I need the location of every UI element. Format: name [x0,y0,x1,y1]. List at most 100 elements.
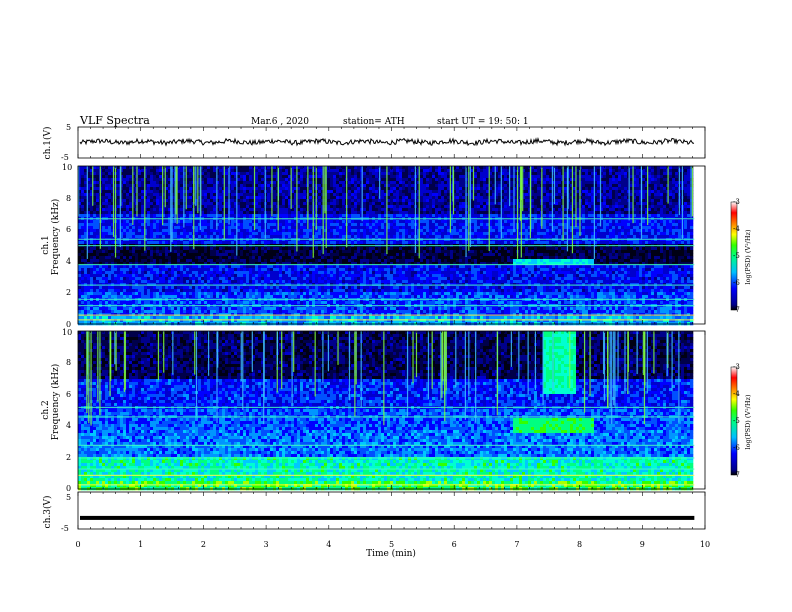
spectrogram-cell [204,235,208,239]
spectrogram-cell [630,202,634,206]
spectrogram-cell [453,175,457,179]
spectrogram-cell [381,196,385,200]
spectrogram-cell [297,232,301,236]
spectrogram-cell [348,184,352,188]
spectrogram-cell [438,226,442,230]
spectrogram-cell [429,199,433,203]
spectrogram-cell [225,175,229,179]
spectrogram-cell [111,178,115,182]
spectrogram-cell [123,172,127,176]
spectrogram-cell [642,223,646,227]
spectrogram-cell [459,202,463,206]
spectrogram-cell [180,187,184,191]
spectrogram-cell [294,166,298,170]
spectrogram-cell [294,205,298,209]
spectrogram-cell [300,193,304,197]
spectrogram-cell [468,208,472,212]
spectrogram-cell [453,184,457,188]
spectrogram-cell [78,220,82,224]
spectrogram-cell [459,226,463,230]
spectrogram-cell [606,175,610,179]
spectrogram-cell [669,214,673,218]
spectrogram-cell [300,229,304,233]
spectrogram-cell [108,208,112,212]
spectrogram-cell [195,169,199,173]
spectrogram-cell [252,208,256,212]
spectrogram-cell [375,184,379,188]
spectrogram-cell [78,187,82,191]
spectrogram-cell [639,193,643,197]
spectrogram-cell [462,235,466,239]
spectrogram-cell [336,226,340,230]
spectrogram-cell [357,223,361,227]
spectrogram-cell [459,193,463,197]
spectrogram-cell [672,193,676,197]
spectrogram-cell [111,172,115,176]
spectrogram-cell [477,193,481,197]
spectrogram-cell [585,190,589,194]
spectrogram-cell [552,220,556,224]
spectrogram-cell [225,235,229,239]
spectrogram-cell [408,172,412,176]
spectrogram-cell [591,196,595,200]
spectrogram-cell [534,214,538,218]
spectrogram-cell [525,232,529,236]
spectrogram-cell [132,166,136,170]
spectrogram-cell [534,196,538,200]
spectrogram-cell [219,187,223,191]
spectrogram-cell [393,205,397,209]
spectrogram-cell [471,211,475,215]
spectrogram-cell [354,235,358,239]
spectrogram-cell [648,214,652,218]
spectrogram-cell [603,178,607,182]
spectrogram-cell [423,226,427,230]
spectrogram-cell [609,214,613,218]
spectrogram-cell [387,205,391,209]
spectrogram-cell [309,220,313,224]
spectrogram-cell [663,169,667,173]
spectrogram-cell [567,220,571,224]
spectrogram-cell [483,223,487,227]
spectrogram-cell [78,166,82,170]
spectrogram-cell [198,223,202,227]
spectrogram-cell [504,220,508,224]
spectrogram-cell [669,169,673,173]
spectrogram-cell [288,175,292,179]
spectrogram-cell [378,211,382,215]
spectrogram-cell [570,190,574,194]
spectrogram-cell [438,220,442,224]
spectrogram-cell [462,181,466,185]
spectrogram-cell [411,232,415,236]
spectrogram-cell [237,214,241,218]
spectrogram-cell [210,190,214,194]
spectrogram-cell [411,169,415,173]
spectrogram-cell [408,178,412,182]
spectrogram-cell [555,190,559,194]
spectrogram-cell [474,196,478,200]
spectrogram-cell [123,169,127,173]
spectrogram-cell [384,235,388,239]
spectrogram-cell [609,232,613,236]
spectrogram-cell [117,205,121,209]
spectrogram-cell [81,193,85,197]
spectrogram-cell [579,235,583,239]
spectrogram-cell [507,169,511,173]
spectrogram-cell [537,199,541,203]
spectrogram-cell [390,196,394,200]
spectrogram-cell [168,181,172,185]
spectrogram-cell [513,184,517,188]
spectrogram-cell [630,166,634,170]
spectrogram-cell [558,178,562,182]
spectrogram-cell [189,232,193,236]
spectrogram-cell [243,223,247,227]
spectrogram-cell [675,214,679,218]
spectrogram-cell [390,193,394,197]
spectrogram-cell [687,208,691,212]
spectrogram-cell [492,178,496,182]
spectrogram-cell [393,178,397,182]
spectrogram-cell [105,208,109,212]
spectrogram-cell [513,223,517,227]
spectrogram-cell [393,172,397,176]
spectrogram-cell [543,193,547,197]
spectrogram-cell [228,175,232,179]
